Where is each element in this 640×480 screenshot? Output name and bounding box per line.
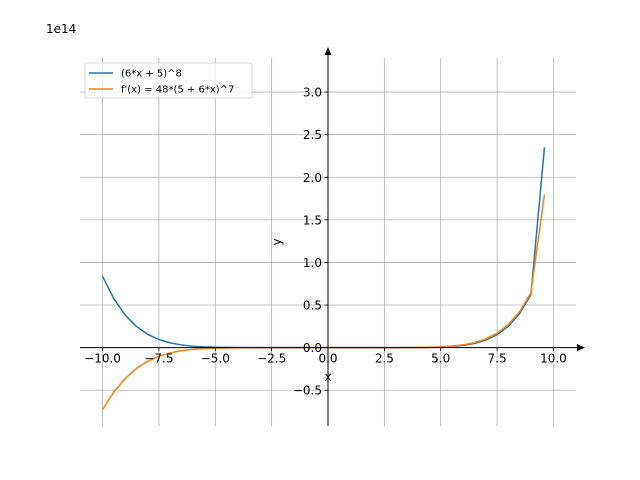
x-tick-label-6: 5.0 [431, 352, 450, 366]
x-tick-label-5: 2.5 [375, 352, 394, 366]
x-tick-label-1: −7.5 [144, 352, 173, 366]
y-offset-label: 1e14 [46, 22, 76, 36]
y-tick-label-7: 3.0 [303, 86, 322, 100]
axes [80, 47, 585, 426]
y-axis-label: y [270, 238, 284, 245]
y-tick-label-0: −0.5 [293, 384, 322, 398]
x-axis-arrow-icon [577, 344, 585, 352]
x-axis-label: x [324, 370, 331, 384]
y-tick-label-3: 1.0 [303, 256, 322, 270]
tick-labels: −10.0 −7.5 −5.0 −2.5 0.0 2.5 5.0 7.5 10.0 −0.5 0.0… [84, 86, 567, 398]
x-tick-label-8: 10.0 [540, 352, 567, 366]
y-axis-arrow-icon [324, 47, 332, 55]
legend-label-series-2: f'(x) = 48*(5 + 6*x)^7 [121, 85, 234, 96]
y-tick-label-5: 2.0 [303, 171, 322, 185]
x-tick-label-2: −5.0 [201, 352, 230, 366]
y-tick-label-6: 2.5 [303, 128, 322, 142]
x-tick-label-0: −10.0 [84, 352, 121, 366]
legend-box [84, 62, 253, 99]
legend: (6*x + 5)^8 f'(x) = 48*(5 + 6*x)^7 [84, 62, 253, 99]
x-tick-label-3: −2.5 [257, 352, 286, 366]
x-tick-label-7: 7.5 [488, 352, 507, 366]
y-tick-label-1: 0.0 [303, 341, 322, 355]
y-tick-label-4: 1.5 [303, 213, 322, 227]
legend-label-series-1: (6*x + 5)^8 [121, 69, 182, 80]
x-tick-label-4: 0.0 [318, 352, 337, 366]
y-tick-label-2: 0.5 [303, 299, 322, 313]
